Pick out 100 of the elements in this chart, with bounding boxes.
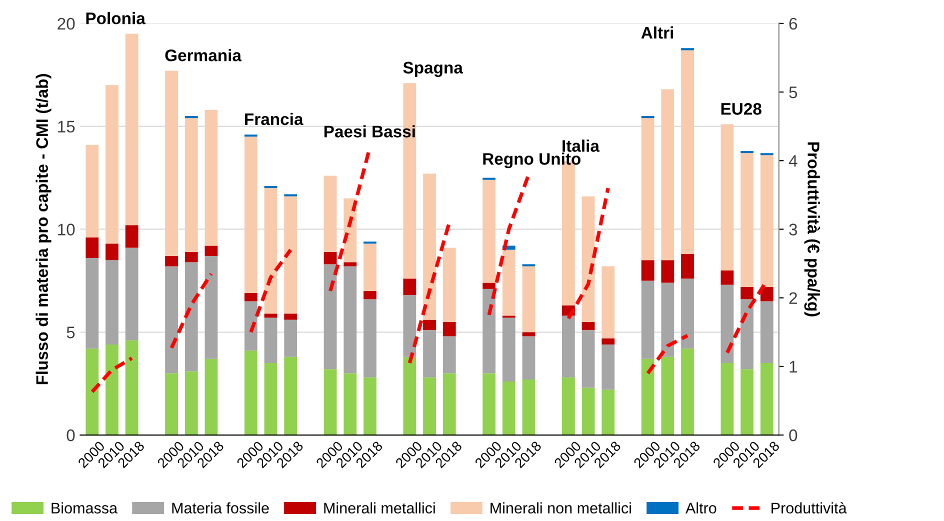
- bar: [582, 388, 595, 436]
- bar: [106, 244, 118, 260]
- y-axis-title: Flusso di materia pro capite - CMI (t/ab): [36, 74, 52, 384]
- bar: [582, 330, 595, 388]
- bar: [403, 295, 416, 357]
- legend-label: Minerali non metallici: [490, 502, 631, 514]
- bar: [284, 196, 298, 314]
- bar: [125, 225, 138, 248]
- bar: [502, 382, 516, 436]
- bar: [284, 356, 298, 436]
- bar: [602, 266, 615, 338]
- bar: [264, 363, 278, 436]
- bar: [125, 340, 138, 436]
- bar: [264, 188, 278, 314]
- y2-tick-label: 2: [789, 292, 797, 304]
- bar: [86, 348, 99, 436]
- bar: [86, 258, 99, 349]
- annotation: Polonia: [86, 12, 146, 24]
- bar: [165, 373, 178, 436]
- bar: [324, 369, 337, 436]
- bar: [641, 358, 654, 436]
- bar: [423, 320, 436, 330]
- bar: [204, 358, 218, 436]
- bar: [681, 348, 694, 436]
- bar: [403, 356, 416, 436]
- bar: [344, 373, 357, 436]
- bar: [324, 176, 337, 252]
- bar: [403, 278, 416, 296]
- bar: [562, 316, 575, 378]
- y2-tick-label: 1: [790, 361, 797, 372]
- y2-tick-label: 5: [789, 86, 798, 98]
- bar: [324, 252, 337, 264]
- bar: [562, 377, 575, 436]
- bar: [482, 282, 496, 289]
- bar: [364, 244, 376, 291]
- bar: [244, 350, 258, 436]
- bar: [661, 356, 674, 436]
- y2-tick-label: 0: [789, 429, 798, 442]
- bar: [284, 320, 298, 357]
- y2-axis-title: Produttività (€ ppa/kg): [804, 142, 820, 316]
- bar: [720, 363, 734, 436]
- bar: [582, 196, 595, 322]
- bar: [681, 278, 694, 349]
- bar: [165, 266, 178, 374]
- annotation: EU28: [721, 103, 762, 115]
- annotation: Regno Unito: [483, 152, 581, 168]
- legend-label: Minerali metallici: [324, 502, 435, 514]
- bar: [661, 89, 674, 260]
- bar: [86, 237, 99, 258]
- bar: [264, 314, 278, 318]
- bar: [522, 332, 536, 336]
- bar: [423, 330, 436, 378]
- bar: [184, 118, 198, 252]
- bar: [740, 299, 754, 370]
- bar: [661, 260, 674, 283]
- bar: [502, 250, 516, 316]
- annotation: Altri: [641, 26, 674, 39]
- bar: [720, 124, 734, 270]
- bar: [681, 50, 694, 254]
- bar: [502, 318, 516, 382]
- bar: [264, 318, 278, 364]
- bar: [740, 286, 754, 300]
- annotation: Italia: [562, 140, 600, 152]
- bar: [740, 153, 754, 287]
- bar: [184, 371, 198, 436]
- bar: [106, 344, 118, 436]
- bar: [125, 34, 138, 226]
- annotation: Paesi Bassi: [324, 125, 415, 138]
- bar: [364, 377, 376, 436]
- bar: [204, 256, 218, 359]
- bar: [165, 70, 178, 256]
- bar: [86, 144, 99, 238]
- bar: [344, 262, 357, 266]
- bar: [423, 377, 436, 436]
- bar: [244, 293, 258, 302]
- bar: [324, 264, 337, 370]
- bar: [641, 118, 654, 260]
- bar: [760, 301, 774, 364]
- bar: [582, 322, 595, 330]
- bar: [681, 254, 694, 279]
- bar: [760, 363, 774, 436]
- bar: [482, 288, 496, 374]
- bar: [184, 262, 198, 372]
- annotation: Spagna: [403, 62, 464, 77]
- bar: [106, 85, 118, 244]
- bar: [760, 286, 774, 302]
- legend-label: Altro: [685, 502, 716, 514]
- y-tick-label: 10: [58, 224, 75, 236]
- bar: [442, 373, 456, 436]
- y-tick-label: 20: [58, 18, 75, 30]
- legend-label: Biomassa: [52, 502, 118, 514]
- y-tick-label: 0: [66, 429, 75, 442]
- bar: [720, 284, 734, 364]
- bar: [482, 180, 496, 283]
- y2-tick-label: 6: [789, 18, 798, 30]
- legend-label: Materia fossile: [172, 502, 269, 514]
- bar: [482, 373, 496, 436]
- y-tick-label: 5: [66, 326, 75, 338]
- annotation: Francia: [245, 112, 304, 126]
- bar: [740, 369, 754, 436]
